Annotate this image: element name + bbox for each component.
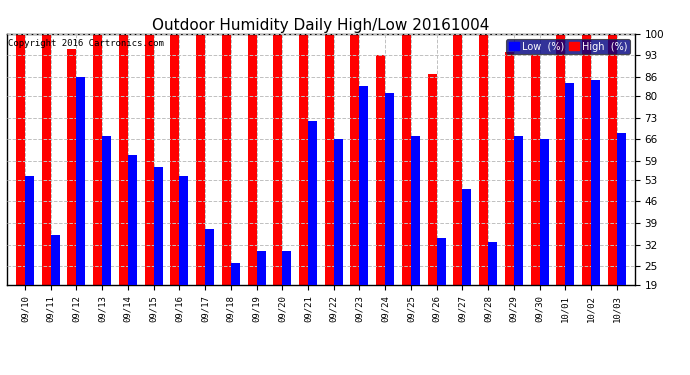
Bar: [453, 34, 462, 344]
Bar: [617, 133, 626, 344]
Bar: [179, 176, 188, 344]
Bar: [170, 34, 179, 344]
Bar: [145, 34, 154, 344]
Bar: [325, 34, 334, 344]
Bar: [16, 34, 25, 344]
Title: Outdoor Humidity Daily High/Low 20161004: Outdoor Humidity Daily High/Low 20161004: [152, 18, 489, 33]
Bar: [273, 34, 282, 344]
Bar: [221, 34, 230, 344]
Bar: [514, 136, 523, 344]
Bar: [102, 136, 111, 344]
Bar: [565, 83, 574, 344]
Bar: [608, 34, 617, 344]
Bar: [591, 80, 600, 344]
Bar: [196, 34, 205, 344]
Bar: [582, 34, 591, 344]
Bar: [462, 189, 471, 344]
Bar: [488, 242, 497, 344]
Bar: [540, 139, 549, 344]
Bar: [351, 34, 359, 344]
Bar: [248, 34, 257, 344]
Bar: [205, 229, 214, 344]
Bar: [479, 34, 488, 344]
Bar: [556, 34, 565, 344]
Bar: [257, 251, 266, 344]
Bar: [230, 263, 240, 344]
Bar: [376, 56, 385, 344]
Bar: [25, 176, 34, 344]
Bar: [334, 139, 343, 344]
Bar: [41, 34, 50, 344]
Bar: [154, 167, 163, 344]
Bar: [531, 56, 540, 344]
Bar: [505, 53, 514, 344]
Bar: [359, 87, 368, 344]
Text: Copyright 2016 Cartronics.com: Copyright 2016 Cartronics.com: [8, 39, 164, 48]
Bar: [128, 155, 137, 344]
Bar: [77, 77, 86, 344]
Bar: [402, 34, 411, 344]
Bar: [282, 251, 291, 344]
Bar: [308, 121, 317, 344]
Bar: [385, 93, 394, 344]
Bar: [428, 74, 437, 344]
Bar: [68, 49, 77, 344]
Bar: [437, 238, 446, 344]
Legend: Low  (%), High  (%): Low (%), High (%): [506, 39, 630, 54]
Bar: [50, 236, 59, 344]
Bar: [299, 34, 308, 344]
Bar: [93, 34, 102, 344]
Bar: [119, 34, 128, 344]
Bar: [411, 136, 420, 344]
